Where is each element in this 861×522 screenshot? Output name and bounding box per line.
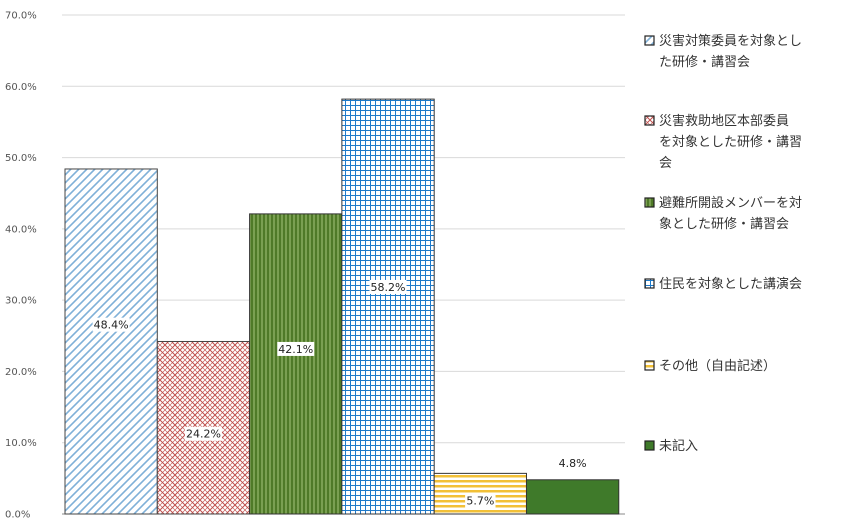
y-tick-label: 0.0%	[5, 510, 30, 521]
y-axis-ticks: 0.0% 10.0% 20.0% 30.0% 40.0% 50.0% 60.0% 70.0%	[5, 11, 37, 521]
data-label: 48.4%	[94, 319, 129, 332]
legend-label: その他（自由記述）	[659, 358, 776, 374]
data-label-bg	[465, 493, 496, 508]
legend-label: 象とした研修・講習会	[659, 216, 789, 232]
legend-label: 会	[659, 156, 672, 171]
data-label: 24.2%	[186, 428, 221, 441]
data-label: 42.1%	[278, 343, 313, 356]
y-tick-label: 70.0%	[5, 11, 37, 22]
data-label: 58.2%	[371, 281, 406, 294]
data-label: 5.7%	[466, 495, 494, 508]
bar-3	[249, 213, 343, 515]
data-label-bg	[92, 317, 130, 332]
legend-label: 未記入	[659, 438, 698, 454]
data-labels: 48.4% 24.2% 42.1% 58.2% 5.7% 4.8%	[92, 279, 587, 508]
y-tick-label: 30.0%	[5, 296, 37, 307]
y-tick-label: 40.0%	[5, 224, 37, 235]
data-label-bg	[277, 341, 315, 356]
legend-label: 住民を対象とした講演会	[659, 276, 802, 292]
legend-label: 災害対策委員を対象とし	[659, 33, 802, 49]
y-tick-label: 20.0%	[5, 367, 37, 378]
y-tick-label: 10.0%	[5, 438, 37, 449]
y-tick-label: 50.0%	[5, 153, 37, 164]
legend: 災害対策委員を対象とした研修・講習会災害救助地区本部委員を対象とした研修・講習会…	[644, 33, 802, 454]
legend-label: 避難所開設メンバーを対	[659, 195, 802, 211]
data-label: 4.8%	[559, 457, 587, 470]
y-tick-label: 60.0%	[5, 82, 37, 93]
legend-label: を対象とした研修・講習	[659, 134, 802, 150]
legend-marker	[644, 440, 655, 451]
legend-label: 災害救助地区本部委員	[659, 113, 789, 129]
legend-label: た研修・講習会	[659, 54, 750, 70]
legend-marker	[644, 360, 655, 371]
bar-1	[64, 168, 158, 515]
data-label-bg	[184, 426, 222, 441]
bars	[64, 98, 620, 515]
legend-marker	[644, 115, 655, 126]
legend-marker	[644, 278, 655, 289]
bar-6	[525, 479, 620, 515]
bar-4	[341, 98, 435, 515]
legend-marker	[644, 35, 655, 46]
data-label-bg	[369, 279, 407, 294]
legend-marker	[644, 197, 655, 208]
